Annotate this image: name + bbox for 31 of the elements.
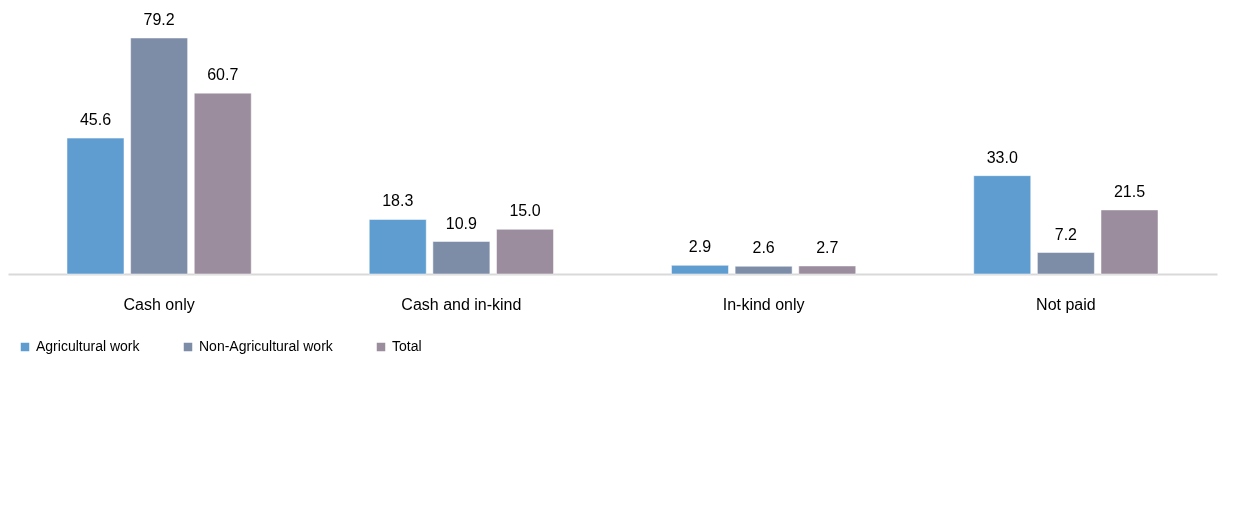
bar — [671, 265, 729, 275]
data-label: 33.0 — [986, 148, 1018, 166]
bar — [432, 241, 491, 275]
data-label: 2.9 — [688, 238, 712, 256]
bar — [194, 92, 252, 275]
bar — [66, 137, 125, 275]
x-tick-label: Cash only — [123, 295, 195, 313]
data-label: 7.2 — [1054, 225, 1078, 243]
bar — [734, 266, 793, 275]
data-label: 10.9 — [445, 214, 478, 232]
bar — [368, 219, 427, 275]
bar — [973, 175, 1031, 275]
legend-label: Non-Agricultural work — [199, 338, 334, 354]
data-label: 15.0 — [509, 202, 541, 220]
data-label: 2.6 — [752, 239, 775, 257]
bar — [1100, 209, 1159, 275]
x-tick-label: Cash and in-kind — [401, 295, 522, 313]
data-label: 18.3 — [382, 192, 414, 210]
data-label: 21.5 — [1113, 182, 1146, 200]
legend-label: Agricultural work — [36, 338, 141, 354]
x-tick-label: In-kind only — [722, 295, 805, 313]
data-label: 2.7 — [816, 238, 839, 256]
bar — [798, 265, 857, 275]
x-tick-label: Not paid — [1036, 295, 1096, 313]
bar — [130, 37, 188, 275]
data-label: 79.2 — [143, 11, 175, 28]
legend-label: Total — [392, 338, 422, 354]
bar — [1037, 252, 1095, 275]
data-label: 45.6 — [79, 111, 112, 129]
data-label: 60.7 — [207, 66, 239, 84]
bar — [496, 229, 554, 275]
